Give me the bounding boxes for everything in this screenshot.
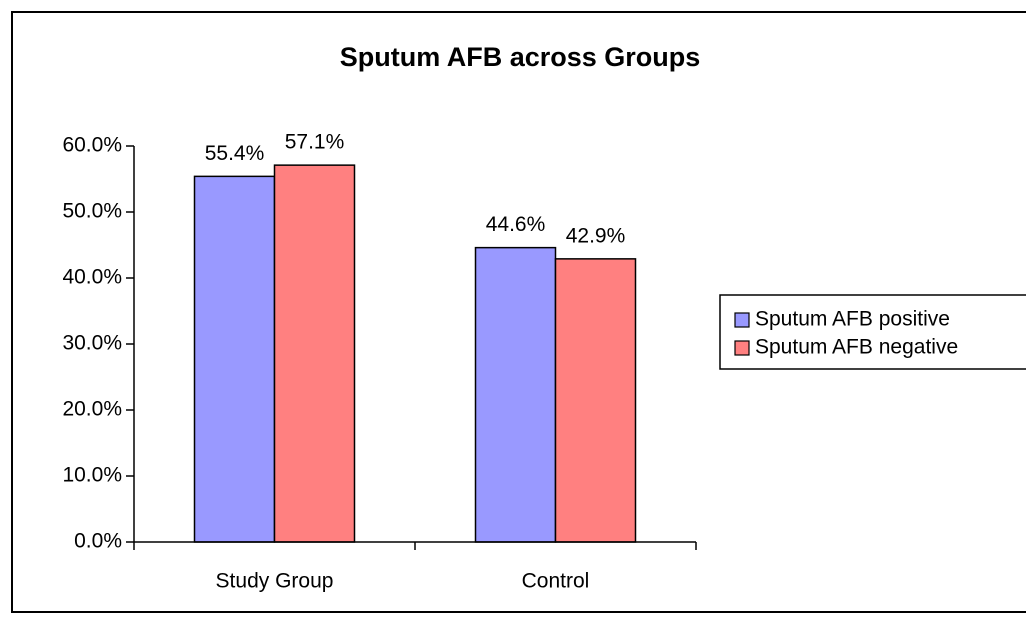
y-tick-label: 40.0% bbox=[62, 266, 122, 289]
x-tick-label: Control bbox=[522, 570, 590, 593]
y-tick-label: 50.0% bbox=[62, 200, 122, 223]
legend-box bbox=[719, 294, 1026, 370]
y-tick-label: 20.0% bbox=[62, 398, 122, 421]
legend-label: Sputum AFB negative bbox=[755, 336, 958, 359]
bar bbox=[193, 175, 276, 543]
y-tick-label: 60.0% bbox=[62, 134, 122, 157]
data-label: 55.4% bbox=[205, 142, 265, 165]
chart-title: Sputum AFB across Groups bbox=[340, 42, 701, 72]
bar bbox=[273, 164, 356, 543]
legend-label: Sputum AFB positive bbox=[755, 308, 950, 331]
y-tick-label: 0.0% bbox=[74, 530, 122, 553]
data-label: 42.9% bbox=[566, 224, 626, 247]
data-label: 57.1% bbox=[285, 131, 345, 154]
x-tick-label: Study Group bbox=[216, 570, 334, 593]
legend-swatch bbox=[734, 312, 750, 328]
y-tick-label: 30.0% bbox=[62, 332, 122, 355]
bar bbox=[554, 258, 637, 543]
bar bbox=[474, 246, 557, 543]
data-label: 44.6% bbox=[486, 213, 546, 236]
legend-swatch bbox=[734, 340, 750, 356]
y-tick-label: 10.0% bbox=[62, 464, 122, 487]
